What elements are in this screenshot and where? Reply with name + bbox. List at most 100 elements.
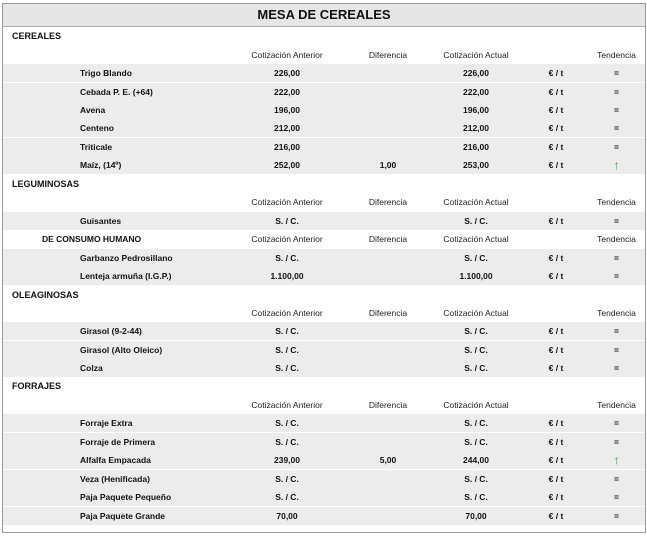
trend-equal-icon: =	[614, 345, 619, 355]
price-anterior: S. / C.	[275, 363, 299, 373]
unit-label: € / t	[548, 160, 564, 170]
price-anterior: 252,00	[274, 160, 300, 170]
unit-label: € / t	[548, 437, 564, 447]
page-title: MESA DE CEREALES	[3, 4, 645, 27]
table-row: Trigo Blando 226,00 226,00 € / t =	[3, 64, 645, 82]
header-row: Cotización Anterior Diferencia Cotizació…	[3, 396, 645, 414]
header-row: Cotización Anterior Diferencia Cotizació…	[3, 46, 645, 64]
table-row: Alfalfa Empacada 239,00 5,00 244,00 € / …	[3, 451, 645, 469]
table-row: Paja Paquete Pequeño S. / C. S. / C. € /…	[3, 488, 645, 506]
unit-label: € / t	[548, 345, 564, 355]
price-table: MESA DE CEREALES CEREALES Cotización Ant…	[2, 3, 646, 533]
header-diferencia: Diferencia	[368, 197, 408, 207]
table-row: Cebada P. E. (+64) 222,00 222,00 € / t =	[3, 83, 645, 101]
header-actual: Cotización Actual	[443, 50, 509, 60]
table-row: Girasol (Alto Oleico) S. / C. S. / C. € …	[3, 341, 645, 359]
price-actual: S. / C.	[464, 345, 488, 355]
section-row: LEGUMINOSAS	[3, 175, 645, 193]
price-actual: S. / C.	[464, 492, 488, 502]
header-row: Cotización Anterior Diferencia Cotizació…	[3, 304, 645, 322]
table-row: Guisantes S. / C. S. / C. € / t =	[3, 212, 645, 230]
price-actual: 226,00	[463, 68, 489, 78]
product-name: Triticale	[80, 142, 113, 152]
header-actual: Cotización Actual	[443, 234, 509, 244]
section-row: CEREALES	[3, 27, 645, 45]
table-row: Garbanzo Pedrosillano S. / C. S. / C. € …	[3, 249, 645, 267]
trend-equal-icon: =	[614, 216, 619, 226]
table-row: Forraje de Primera S. / C. S. / C. € / t…	[3, 433, 645, 451]
product-name: Maíz, (14º)	[80, 160, 122, 170]
unit-label: € / t	[548, 511, 564, 521]
section-row: FORRAJES	[3, 377, 645, 395]
header-anterior: Cotización Anterior	[251, 50, 323, 60]
unit-label: € / t	[548, 455, 564, 465]
trend-up-arrow-icon: ↑	[613, 453, 620, 467]
price-anterior: 222,00	[274, 87, 300, 97]
product-name: Cebada P. E. (+64)	[80, 87, 153, 97]
price-actual: 244,00	[463, 455, 489, 465]
table-row: Colza S. / C. S. / C. € / t =	[3, 359, 645, 377]
price-actual: S. / C.	[464, 216, 488, 226]
unit-label: € / t	[548, 68, 564, 78]
subheader-row: DE CONSUMO HUMANO Cotización Anterior Di…	[3, 230, 645, 248]
trend-equal-icon: =	[614, 142, 619, 152]
unit-label: € / t	[548, 216, 564, 226]
product-name: Paja Paquete Pequeño	[80, 492, 172, 502]
price-actual: S. / C.	[464, 363, 488, 373]
unit-label: € / t	[548, 123, 564, 133]
price-actual: 253,00	[463, 160, 489, 170]
trend-equal-icon: =	[614, 326, 619, 336]
price-anterior: 1.100,00	[270, 271, 304, 281]
section-label-leguminosas: LEGUMINOSAS	[12, 179, 80, 189]
header-row: Cotización Anterior Diferencia Cotizació…	[3, 193, 645, 211]
header-tendencia: Tendencia	[597, 400, 636, 410]
price-actual: S. / C.	[464, 326, 488, 336]
product-name: Lenteja armuña (I.G.P.)	[80, 271, 172, 281]
unit-label: € / t	[548, 271, 564, 281]
table-row: Avena 196,00 196,00 € / t =	[3, 101, 645, 119]
price-anterior: S. / C.	[275, 492, 299, 502]
price-actual: S. / C.	[464, 418, 488, 428]
table-row: Centeno 212,00 212,00 € / t =	[3, 119, 645, 137]
price-diferencia: 1,00	[379, 160, 397, 170]
product-name: Girasol (Alto Oleico)	[80, 345, 163, 355]
table-row: Maíz, (14º) 252,00 1,00 253,00 € / t ↑	[3, 156, 645, 174]
product-name: Girasol (9-2-44)	[80, 326, 142, 336]
price-actual: 212,00	[463, 123, 489, 133]
product-name: Colza	[80, 363, 103, 373]
subsection-label-consumo: DE CONSUMO HUMANO	[42, 234, 142, 244]
trend-equal-icon: =	[614, 68, 619, 78]
unit-label: € / t	[548, 253, 564, 263]
price-actual: 196,00	[463, 105, 489, 115]
trend-equal-icon: =	[614, 437, 619, 447]
header-diferencia: Diferencia	[368, 50, 408, 60]
trend-equal-icon: =	[614, 87, 619, 97]
header-tendencia: Tendencia	[597, 50, 636, 60]
price-actual: S. / C.	[464, 253, 488, 263]
section-row: OLEAGINOSAS	[3, 286, 645, 304]
price-anterior: 239,00	[274, 455, 300, 465]
section-label-oleaginosas: OLEAGINOSAS	[12, 290, 79, 300]
price-anterior: S. / C.	[275, 216, 299, 226]
product-name: Forraje Extra	[80, 418, 133, 428]
trend-equal-icon: =	[614, 418, 619, 428]
header-diferencia: Diferencia	[368, 308, 408, 318]
table-row: Forraje Extra S. / C. S. / C. € / t =	[3, 414, 645, 432]
price-actual: 222,00	[463, 87, 489, 97]
table-row: Veza (Henificada) S. / C. S. / C. € / t …	[3, 470, 645, 488]
product-name: Garbanzo Pedrosillano	[80, 253, 173, 263]
product-name: Alfalfa Empacada	[80, 455, 151, 465]
price-anterior: 216,00	[274, 142, 300, 152]
trend-equal-icon: =	[614, 271, 619, 281]
price-actual: S. / C.	[464, 437, 488, 447]
product-name: Guisantes	[80, 216, 122, 226]
product-name: Centeno	[80, 123, 114, 133]
price-anterior: 226,00	[274, 68, 300, 78]
header-actual: Cotización Actual	[443, 308, 509, 318]
table-row: Triticale 216,00 216,00 € / t =	[3, 138, 645, 156]
unit-label: € / t	[548, 87, 564, 97]
price-actual: 70,00	[465, 511, 487, 521]
unit-label: € / t	[548, 326, 564, 336]
product-name: Paja Paquete Grande	[80, 511, 166, 521]
price-actual: S. / C.	[464, 474, 488, 484]
